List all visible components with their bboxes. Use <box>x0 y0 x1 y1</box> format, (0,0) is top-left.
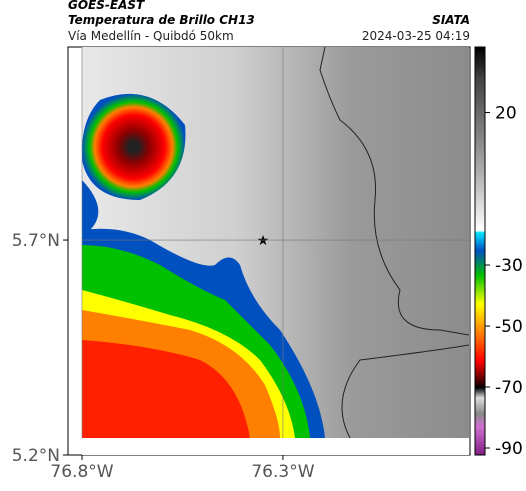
satellite-image <box>82 47 469 438</box>
y-tick-label: 5.7°N <box>12 231 60 251</box>
y-tick-label: 5.2°N <box>12 446 60 466</box>
product: GOES-EAST <box>68 0 145 12</box>
colorbar <box>474 46 486 456</box>
colorbar-label: -50 <box>495 317 523 337</box>
map-margin <box>82 438 469 455</box>
colorbar-label: 20 <box>495 104 517 124</box>
location-marker: ★ <box>257 233 270 249</box>
title: Temperatura de Brillo CH13 <box>68 13 255 27</box>
x-tick-label: 76.8°W <box>50 462 113 482</box>
colorbar-label: -70 <box>495 378 523 398</box>
colorbar-label: -90 <box>495 439 523 459</box>
subtitle: Vía Medellín - Quibdó 50km <box>68 29 234 43</box>
colorbar-label: -30 <box>495 256 523 276</box>
timestamp: 2024-03-25 04:19 <box>362 29 470 43</box>
source: SIATA <box>432 13 470 27</box>
x-tick-label: 76.3°W <box>251 462 314 482</box>
